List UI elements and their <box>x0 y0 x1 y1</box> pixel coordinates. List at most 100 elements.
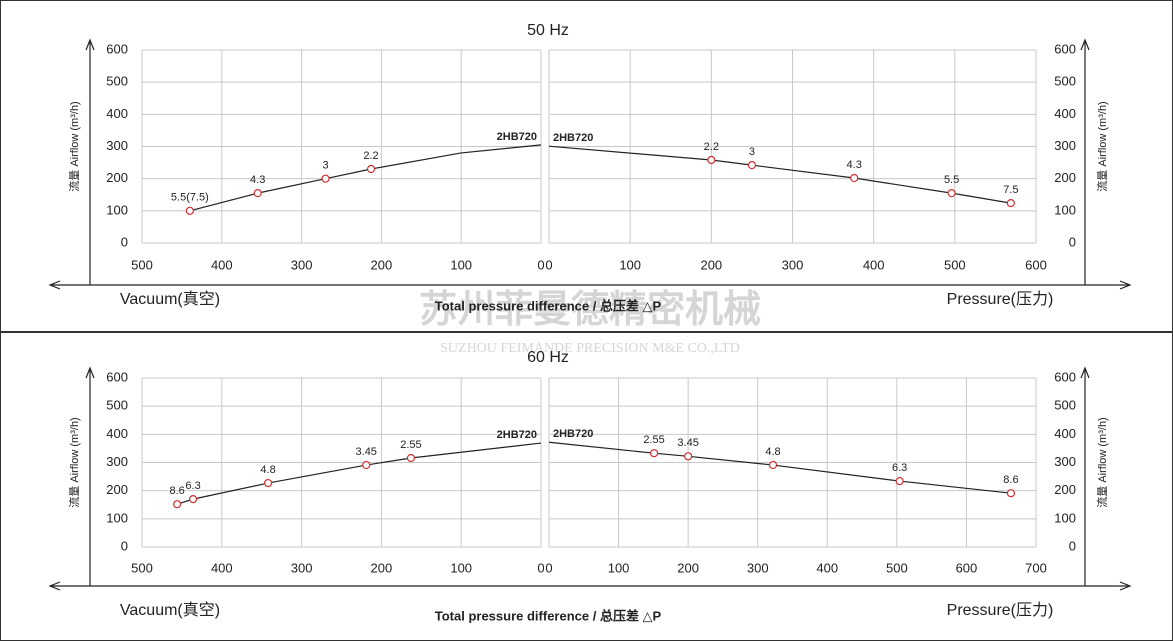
data-point <box>768 460 778 470</box>
point-label: 3.45 <box>677 437 698 449</box>
y-tick-label: 200 <box>1054 482 1076 497</box>
data-point <box>173 500 182 509</box>
y-tick-label: 600 <box>1054 41 1076 56</box>
y-tick-label: 200 <box>1054 170 1076 185</box>
y-tick-label: 500 <box>106 398 128 413</box>
y-axis-label: 流量 Airflow (m³/h) <box>1095 417 1109 507</box>
y-tick-label: 500 <box>1054 398 1076 413</box>
x-axis <box>48 280 1132 290</box>
x-axis-label: Total pressure difference / 总压差 △P <box>435 298 662 313</box>
y-axis-label: 流量 Airflow (m³/h) <box>67 101 81 191</box>
y-axis-right <box>1080 366 1090 586</box>
watermark-en: SUZHOU FEIMANDE PRECISION M&E CO.,LTD <box>440 341 740 356</box>
y-tick-label: 400 <box>106 106 128 121</box>
point-label: 4.3 <box>847 159 862 171</box>
y-tick-label: 300 <box>1054 454 1076 469</box>
x-tick-label: 200 <box>371 257 393 272</box>
y-axis-left <box>85 366 95 586</box>
x-tick-label: 200 <box>371 560 393 575</box>
point-label: 2.55 <box>400 439 421 451</box>
y-axis-label: 流量 Airflow (m³/h) <box>67 417 81 507</box>
y-tick-label: 0 <box>1069 234 1076 249</box>
y-tick-label: 300 <box>106 138 128 153</box>
data-line <box>548 145 1011 204</box>
x-tick-label: 100 <box>608 560 630 575</box>
data-point <box>649 449 659 458</box>
y-axis-label: 流量 Airflow (m³/h) <box>1095 101 1109 191</box>
data-point <box>747 161 757 170</box>
x-tick-label: 100 <box>619 257 641 272</box>
data-point <box>253 189 262 198</box>
x-tick-label: 600 <box>1025 257 1047 272</box>
chart-title: 50 Hz <box>527 22 569 39</box>
data-point <box>188 495 198 504</box>
x-tick-label: 300 <box>291 560 313 575</box>
y-tick-label: 200 <box>106 482 128 497</box>
y-tick-label: 100 <box>106 202 128 217</box>
data-point <box>362 460 371 470</box>
x-tick-label: 700 <box>1025 560 1047 575</box>
point-label: 5.5 <box>944 174 959 186</box>
y-axis-left <box>85 38 95 285</box>
x-tick-label: 400 <box>863 257 885 272</box>
point-label: 3 <box>749 146 755 158</box>
y-axis-right <box>1080 38 1090 285</box>
x-tick-label: 0 <box>545 257 552 272</box>
y-tick-label: 100 <box>106 510 128 525</box>
y-tick-label: 400 <box>1054 106 1076 121</box>
point-label: 2.2 <box>704 141 719 153</box>
point-label: 8.6 <box>1003 474 1018 486</box>
x-tick-label: 400 <box>211 257 233 272</box>
data-point <box>1006 489 1016 498</box>
x-tick-label: 300 <box>782 257 804 272</box>
x-tick-label: 500 <box>131 560 153 575</box>
x-axis-label: Total pressure difference / 总压差 △P <box>435 608 662 623</box>
x-tick-label: 600 <box>956 560 978 575</box>
point-label: 2.55 <box>643 434 664 446</box>
data-point <box>850 173 859 183</box>
y-tick-label: 600 <box>1054 369 1076 384</box>
x-tick-label: 100 <box>450 560 472 575</box>
x-tick-label: 0 <box>545 560 552 575</box>
chart-title: 60 Hz <box>527 349 569 366</box>
y-tick-label: 500 <box>106 74 128 89</box>
point-label: 4.8 <box>765 446 780 458</box>
data-point <box>406 453 416 463</box>
data-point <box>684 452 693 461</box>
x-tick-label: 200 <box>677 560 699 575</box>
series-name: 2HB720 <box>553 132 593 144</box>
y-tick-label: 400 <box>106 426 128 441</box>
series-name: 2HB720 <box>497 131 537 143</box>
data-point <box>366 164 376 174</box>
x-tick-label: 500 <box>944 257 966 272</box>
x-tick-label: 400 <box>211 560 233 575</box>
data-line <box>189 144 542 212</box>
data-point <box>947 189 956 198</box>
x-tick-label: 400 <box>816 560 838 575</box>
y-tick-label: 100 <box>1054 510 1076 525</box>
side-label: Vacuum(真空) <box>120 601 220 619</box>
y-tick-label: 500 <box>1054 74 1076 89</box>
point-label: 4.3 <box>250 174 265 186</box>
data-point <box>895 476 904 486</box>
series-name: 2HB720 <box>497 429 537 441</box>
data-point <box>707 155 716 165</box>
x-axis <box>48 581 1132 591</box>
side-label: Pressure(压力) <box>947 601 1054 619</box>
point-label: 3.45 <box>356 446 377 458</box>
watermark: 苏州菲曼德精密机械 SUZHOU FEIMANDE PRECISION M&E … <box>419 289 761 356</box>
x-tick-label: 300 <box>747 560 769 575</box>
x-tick-label: 0 <box>537 257 544 272</box>
data-point <box>321 174 330 183</box>
point-label: 6.3 <box>185 480 200 492</box>
y-tick-label: 0 <box>121 234 128 249</box>
data-point <box>1006 199 1015 208</box>
point-label: 7.5 <box>1003 184 1018 196</box>
point-label: 5.5(7.5) <box>171 192 209 204</box>
data-line <box>548 441 1012 494</box>
y-tick-label: 100 <box>1054 202 1076 217</box>
y-tick-label: 0 <box>121 538 128 553</box>
x-tick-label: 0 <box>537 560 544 575</box>
x-tick-label: 500 <box>131 257 153 272</box>
